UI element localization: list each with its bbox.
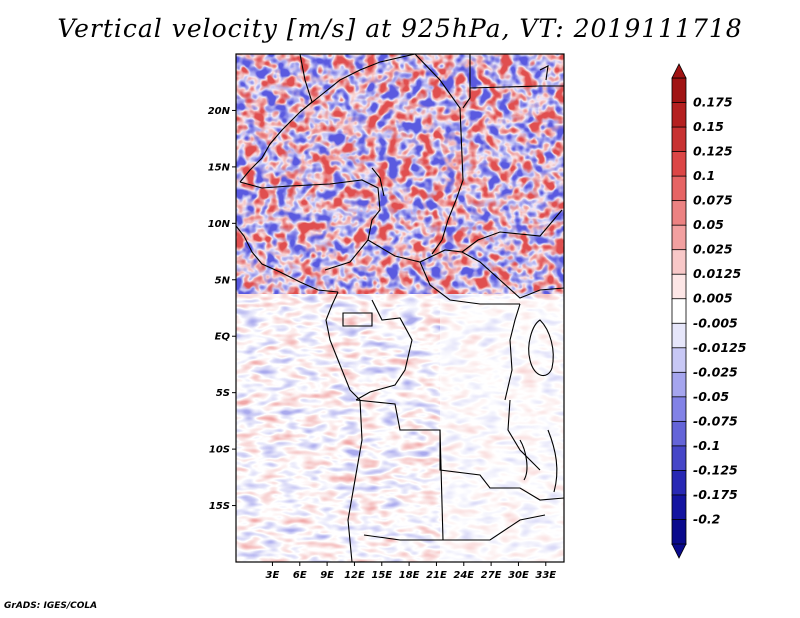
colorbar-segment (671, 371, 687, 398)
colorbar-label: 0.075 (693, 193, 733, 208)
colorbar-segment (671, 298, 687, 325)
lat-tick-label: 10N (208, 219, 231, 230)
map-frame (235, 53, 565, 563)
colorbar-label: 0.15 (693, 119, 724, 134)
lat-tick-label: 5S (216, 388, 230, 399)
colorbar-labels: 0.175 0.15 0.125 0.1 0.075 0.05 0.025 0.0125 0.0… (693, 95, 747, 527)
longitude-axis: 3E 6E 9E 12E 15E 18E 21E 24E 27E 30E 33E (266, 562, 556, 581)
lon-tick-label: 12E (344, 570, 365, 581)
lon-tick-label: 18E (399, 570, 420, 581)
colorbar-label: 0.005 (693, 291, 733, 306)
colorbar-label: 0.05 (693, 217, 724, 232)
colorbar-label: -0.125 (693, 462, 738, 477)
colorbar-label: -0.1 (693, 438, 720, 453)
colorbar-segment (671, 249, 687, 276)
colorbar-segment (671, 175, 687, 202)
lon-tick-label: 6E (293, 570, 307, 581)
chart-title: Vertical velocity [m/s] at 925hPa, VT: 2… (57, 14, 743, 43)
lon-tick-label: 24E (453, 570, 474, 581)
colorbar-label: -0.05 (693, 389, 729, 404)
colorbar-label: 0.1 (693, 168, 715, 183)
colorbar-label: -0.075 (693, 413, 738, 428)
colorbar-segment (671, 224, 687, 251)
colorbar-segment (671, 396, 687, 423)
colorbar-segment (671, 470, 687, 496)
colorbar-segment (671, 347, 687, 374)
colorbar-label: 0.025 (693, 242, 733, 257)
colorbar-max-arrow (671, 63, 687, 79)
colorbar-segment (671, 273, 687, 300)
colorbar-label: -0.025 (693, 364, 738, 379)
lat-tick-label: 10S (209, 445, 230, 456)
lon-tick-label: 21E (426, 570, 447, 581)
lat-tick-label: 15S (209, 501, 230, 512)
lon-tick-label: 9E (320, 570, 334, 581)
colorbar-min-arrow (671, 543, 687, 559)
colorbar-segment (671, 102, 687, 128)
latitude-axis: 20N 15N 10N 5N EQ 5S 10S 15S (208, 106, 236, 512)
colorbar-segment (671, 322, 687, 349)
colorbar-label: -0.005 (693, 315, 738, 330)
lon-tick-label: 27E (481, 570, 502, 581)
lon-tick-label: 3E (266, 570, 280, 581)
lat-tick-label: 15N (208, 162, 231, 173)
lat-tick-label: 20N (208, 106, 231, 117)
colorbar-label: -0.0125 (693, 340, 747, 355)
colorbar-label: -0.175 (693, 487, 738, 502)
lon-tick-label: 15E (371, 570, 392, 581)
colorbar (671, 63, 687, 559)
colorbar-segment (671, 200, 687, 227)
country-borders (236, 54, 564, 562)
lat-tick-label: EQ (215, 332, 231, 343)
colorbar-segment (671, 420, 687, 447)
colorbar-segment (671, 519, 687, 545)
colorbar-segment (671, 494, 687, 521)
credit-text: GrADS: IGES/COLA (4, 601, 98, 611)
lon-tick-label: 33E (535, 570, 556, 581)
colorbar-segment (671, 77, 687, 104)
colorbar-label: 0.125 (693, 144, 733, 159)
colorbar-label: -0.2 (693, 511, 720, 526)
colorbar-segment (671, 126, 687, 153)
vertical-velocity-field (236, 54, 564, 562)
colorbar-label: 0.0125 (693, 266, 742, 281)
colorbar-label: 0.175 (693, 95, 733, 110)
colorbar-segment (671, 445, 687, 472)
lon-tick-label: 30E (508, 570, 529, 581)
lat-tick-label: 5N (215, 275, 231, 286)
colorbar-segment (671, 151, 687, 178)
